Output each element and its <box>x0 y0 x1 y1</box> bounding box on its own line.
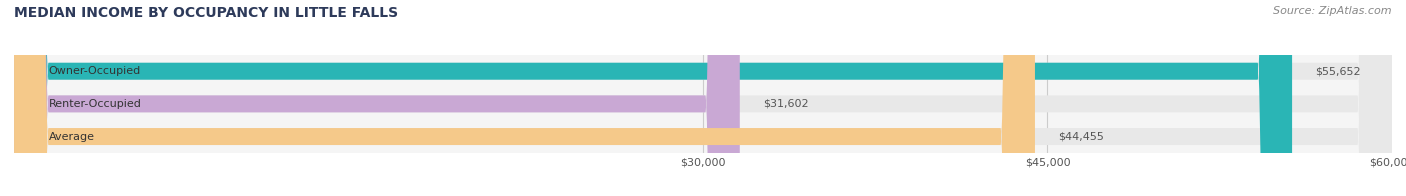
Text: Owner-Occupied: Owner-Occupied <box>48 66 141 76</box>
Text: Average: Average <box>48 132 94 142</box>
Text: Source: ZipAtlas.com: Source: ZipAtlas.com <box>1274 6 1392 16</box>
Text: $31,602: $31,602 <box>762 99 808 109</box>
Text: $44,455: $44,455 <box>1057 132 1104 142</box>
FancyBboxPatch shape <box>14 0 740 196</box>
Text: $55,652: $55,652 <box>1315 66 1361 76</box>
FancyBboxPatch shape <box>14 0 1035 196</box>
FancyBboxPatch shape <box>14 0 1392 196</box>
Text: MEDIAN INCOME BY OCCUPANCY IN LITTLE FALLS: MEDIAN INCOME BY OCCUPANCY IN LITTLE FAL… <box>14 6 398 20</box>
FancyBboxPatch shape <box>14 0 1292 196</box>
FancyBboxPatch shape <box>14 0 1392 196</box>
Text: Renter-Occupied: Renter-Occupied <box>48 99 142 109</box>
FancyBboxPatch shape <box>14 0 1392 196</box>
